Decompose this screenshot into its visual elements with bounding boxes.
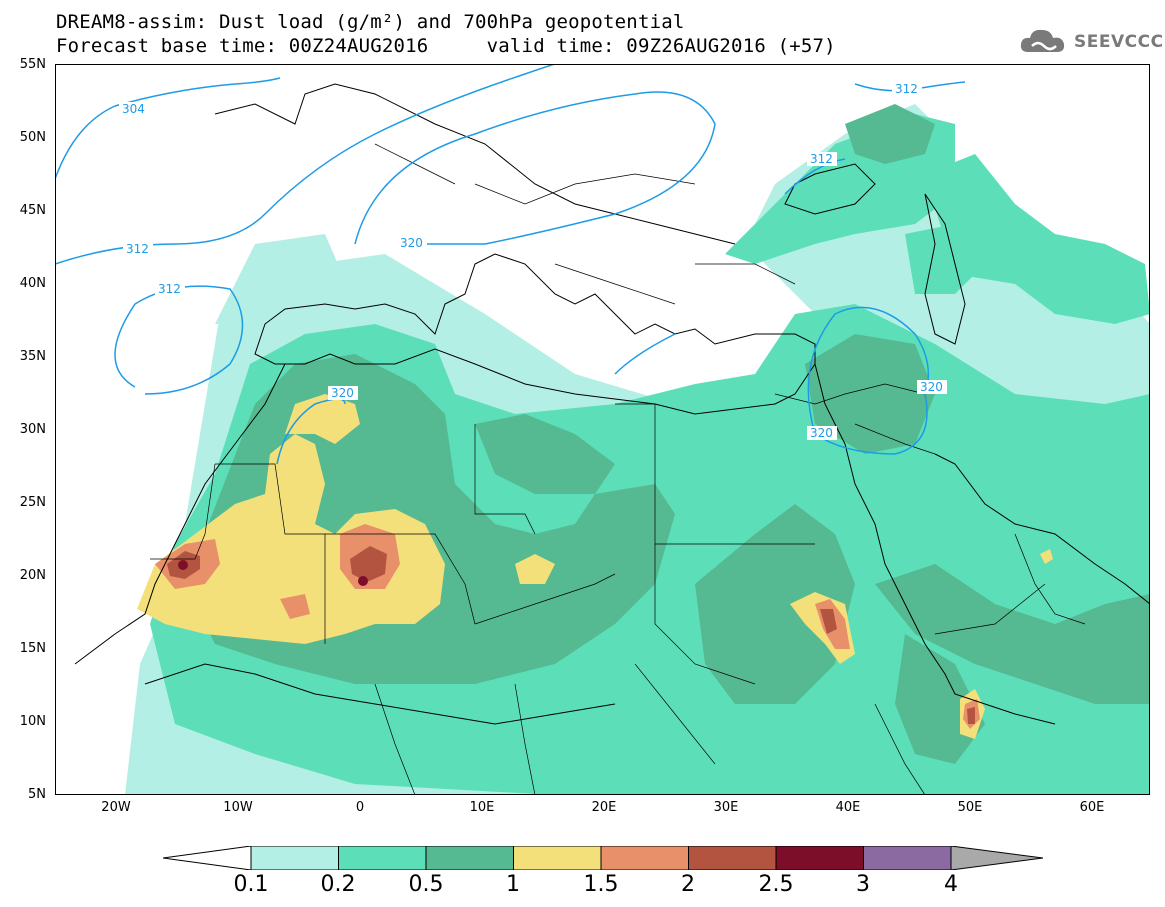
lon-label: 10W [223, 800, 253, 815]
lat-label: 40N [19, 276, 46, 291]
contour-label-320c: 320 [920, 380, 943, 394]
contour-label-312a: 312 [126, 242, 149, 256]
colorbar-tick: 0.5 [408, 872, 444, 897]
lon-label: 20W [101, 800, 131, 815]
colorbar-tick: 3 [856, 872, 870, 897]
lon-label: 60E [1079, 800, 1105, 815]
colorbar-high-arrow [950, 845, 1044, 871]
lat-label: 10N [19, 714, 46, 729]
colorbar-tick: 0.1 [233, 872, 269, 897]
colorbar-tick: 2 [681, 872, 695, 897]
seevccc-logo: SEEVCCC [1018, 24, 1163, 60]
lat-label: 25N [19, 495, 46, 510]
lat-label: 45N [19, 203, 46, 218]
colorbar-tick: 2.5 [758, 872, 794, 897]
lon-label: 20E [591, 800, 617, 815]
lat-label: 5N [28, 787, 46, 802]
contour-label-304: 304 [122, 102, 145, 116]
lat-label: 50N [19, 130, 46, 145]
geopotential-contours [55, 64, 966, 465]
lat-label: 55N [19, 57, 46, 72]
lon-label: 50E [957, 800, 983, 815]
lat-label: 15N [19, 641, 46, 656]
cloud-logo-icon [1020, 29, 1065, 52]
contour-label-312b: 312 [158, 282, 181, 296]
contour-label-312c: 312 [895, 82, 918, 96]
map-title: DREAM8-assim: Dust load (g/m²) and 700hP… [56, 11, 685, 33]
dust-map: 304 312 312 320 312 320 312 320 312 320 [55, 64, 1150, 795]
dust-layer-2-5 [178, 560, 368, 586]
colorbar-tick: 4 [944, 872, 958, 897]
forecast-time-line: Forecast base time: 00Z24AUG2016 valid t… [56, 35, 836, 57]
lon-label: 40E [835, 800, 861, 815]
contour-labels: 304 312 312 320 312 320 312 320 312 320 [119, 82, 947, 440]
colorbar-tick: 1.5 [583, 872, 619, 897]
country-borders [150, 143, 1086, 795]
lon-label: 30E [713, 800, 739, 815]
colorbar-swatch [688, 845, 777, 871]
lon-label: 0 [355, 800, 365, 815]
colorbar-tick: 1 [506, 872, 520, 897]
map-border [55, 64, 1150, 795]
colorbar-swatch [338, 845, 427, 871]
contour-label-320a: 320 [400, 236, 423, 250]
lon-label: 10E [469, 800, 495, 815]
lat-label: 30N [19, 422, 46, 437]
colorbar-tick: 0.2 [320, 872, 356, 897]
lat-label: 35N [19, 349, 46, 364]
contour-label-320b: 320 [331, 386, 354, 400]
contour-label-320d: 320 [810, 426, 833, 440]
colorbar-low-arrow [162, 845, 252, 871]
colorbar-swatch [513, 845, 602, 871]
colorbar-swatch [775, 845, 864, 871]
colorbar-swatch [600, 845, 689, 871]
colorbar-swatch [250, 845, 339, 871]
map-canvas: 304 312 312 320 312 320 312 320 312 320 [55, 64, 1150, 795]
contour-label-312d: 312 [810, 152, 833, 166]
logo-text: SEEVCCC [1074, 32, 1164, 52]
colorbar-svg [162, 845, 1044, 871]
colorbar-swatch [863, 845, 952, 871]
colorbar-swatch [425, 845, 514, 871]
colorbar [162, 845, 1044, 871]
coastlines [74, 83, 1150, 725]
lat-label: 20N [19, 568, 46, 583]
